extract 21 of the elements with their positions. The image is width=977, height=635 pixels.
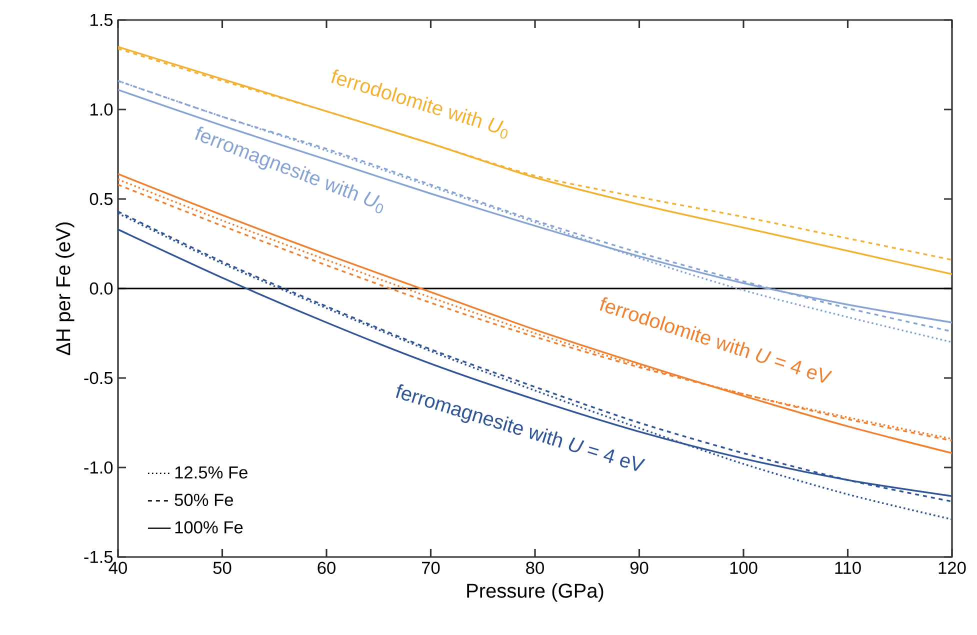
- y-tick-label: 0.5: [90, 192, 113, 206]
- x-tick-label: 60: [318, 562, 336, 574]
- legend-label: 100% Fe: [175, 521, 243, 534]
- y-tick-label: -0.5: [84, 372, 113, 384]
- legend-label: 12.5% Fe: [175, 466, 248, 479]
- y-tick-label: 0.0: [90, 282, 113, 295]
- legend-label: 50% Fe: [174, 494, 233, 506]
- y-tick-label: -1.5: [84, 550, 113, 564]
- x-tick-label: 110: [835, 562, 861, 574]
- y-tick-label: -1.0: [84, 461, 113, 474]
- y-tick-label: 1.0: [90, 103, 113, 116]
- x-tick-label: 100: [730, 562, 758, 574]
- x-tick-label: 90: [630, 562, 648, 574]
- x-tick-label: 120: [938, 562, 966, 574]
- x-axis-title: Pressure (GPa): [467, 583, 604, 602]
- x-tick-label: 80: [526, 562, 544, 574]
- x-tick-label: 70: [422, 562, 440, 574]
- y-axis-title: ΔH per Fe (eV): [56, 222, 74, 356]
- x-tick-label: 50: [213, 562, 232, 574]
- y-tick-label: 1.5: [90, 14, 113, 26]
- x-tick-label: 40: [108, 562, 127, 574]
